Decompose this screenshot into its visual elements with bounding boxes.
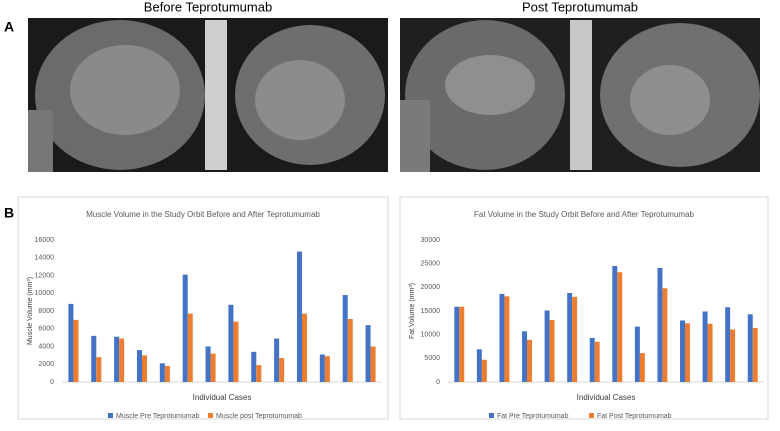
bar	[274, 338, 280, 382]
bar	[233, 321, 239, 382]
bar	[572, 296, 578, 382]
image-title: Before Teprotumumab	[144, 0, 272, 14]
y-tick-label: 16000	[35, 237, 55, 244]
y-tick-label: 2000	[38, 361, 54, 368]
legend-label: Muscle post Teprotumumab	[216, 413, 302, 420]
chart-title: Fat Volume in the Study Orbit Before and…	[474, 210, 695, 219]
bar	[342, 295, 348, 382]
x-axis-label: Individual Cases	[193, 393, 252, 402]
bar	[68, 303, 74, 382]
bar	[96, 357, 102, 382]
y-tick-label: 14000	[35, 255, 55, 262]
bar	[319, 354, 325, 382]
bar	[459, 306, 465, 382]
bar	[730, 329, 736, 382]
bar	[164, 366, 170, 382]
ct-image	[400, 18, 760, 172]
y-axis-label: Muscle Volume (mm³)	[27, 277, 34, 345]
bar	[567, 293, 573, 382]
bar	[228, 304, 234, 382]
bar	[752, 328, 758, 382]
legend-swatch	[489, 413, 494, 418]
chart-frame	[399, 196, 769, 420]
y-tick-label: 30000	[421, 237, 441, 244]
bar	[454, 306, 460, 382]
panel-label: B	[4, 205, 14, 221]
legend-swatch	[208, 413, 213, 418]
y-tick-label: 4000	[38, 343, 54, 350]
y-tick-label: 12000	[35, 272, 55, 279]
bar	[639, 353, 645, 382]
bar	[634, 326, 640, 382]
bar	[657, 267, 663, 382]
y-tick-label: 10000	[35, 290, 55, 297]
bar	[347, 318, 353, 382]
bar	[702, 311, 708, 382]
bar	[499, 293, 505, 382]
bar	[594, 341, 600, 382]
bar	[205, 346, 211, 382]
bar	[251, 351, 257, 382]
y-tick-label: 6000	[38, 326, 54, 333]
bar	[617, 272, 623, 382]
y-tick-label: 8000	[38, 308, 54, 315]
bar	[685, 323, 690, 382]
bar	[302, 313, 308, 382]
bar	[136, 350, 142, 382]
bar	[159, 363, 165, 382]
chart-frame	[17, 196, 389, 420]
bar	[324, 356, 330, 382]
bar	[370, 346, 376, 382]
ct-image	[28, 18, 388, 172]
bar	[73, 319, 79, 382]
y-tick-label: 0	[50, 379, 54, 386]
legend-swatch	[589, 413, 594, 418]
x-axis-label: Individual Cases	[577, 393, 636, 402]
y-tick-label: 0	[436, 379, 440, 386]
bar	[256, 365, 262, 382]
y-tick-label: 5000	[424, 355, 440, 362]
y-tick-label: 10000	[421, 332, 441, 339]
bar	[522, 331, 527, 382]
bar	[504, 296, 510, 382]
bar	[680, 320, 685, 382]
y-axis-label: Fat Volume (mm³)	[409, 283, 416, 339]
bar	[662, 288, 668, 382]
y-tick-label: 15000	[421, 308, 441, 315]
bar	[476, 349, 482, 382]
bar	[91, 335, 97, 382]
y-tick-label: 25000	[421, 261, 441, 268]
bar	[119, 338, 125, 382]
bar	[210, 353, 216, 382]
legend-label: Muscle Pre Teprotumumab	[116, 413, 200, 420]
bar	[527, 339, 532, 382]
bar	[747, 314, 753, 382]
legend-label: Fat Pre Teprotumumab	[497, 413, 569, 420]
bar	[544, 310, 550, 382]
legend-label: Fat Post Teprotumumab	[597, 413, 672, 420]
bar	[589, 337, 595, 382]
image-title: Post Teprotumumab	[522, 0, 638, 14]
bar	[725, 307, 731, 382]
bar	[365, 325, 371, 382]
bar	[549, 319, 555, 382]
bar	[279, 358, 285, 382]
bar	[187, 313, 193, 382]
bar	[114, 336, 120, 382]
bar	[707, 323, 713, 382]
bar	[142, 355, 148, 382]
panel-label: A	[4, 19, 14, 35]
legend-swatch	[108, 413, 113, 418]
bar	[182, 274, 188, 382]
bar	[612, 266, 618, 382]
y-tick-label: 20000	[421, 284, 441, 291]
chart-title: Muscle Volume in the Study Orbit Before …	[86, 210, 320, 219]
bar	[296, 251, 302, 382]
bar	[481, 359, 487, 382]
